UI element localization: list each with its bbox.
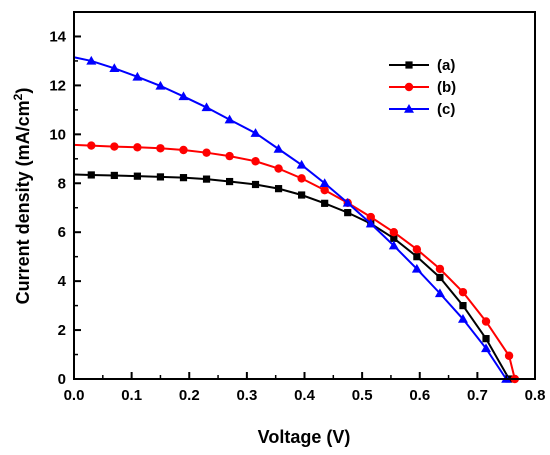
- legend-entry: (c): [389, 101, 455, 118]
- data-point-triangle: [411, 263, 422, 273]
- data-point-circle: [435, 264, 445, 274]
- legend-entry: (b): [389, 79, 456, 96]
- x-tick-label: 0.5: [352, 387, 373, 404]
- x-axis-title: Voltage (V): [258, 427, 351, 447]
- x-tick-label: 0.3: [236, 387, 257, 404]
- series-line: [73, 173, 510, 380]
- data-point-square: [274, 185, 283, 193]
- x-tick-label: 0.1: [121, 387, 142, 404]
- y-tick-label: 10: [49, 126, 66, 143]
- y-tick-label: 0: [58, 371, 66, 388]
- data-point-triangle: [86, 55, 97, 65]
- data-point-triangle: [457, 314, 468, 323]
- y-tick-label: 12: [49, 77, 66, 94]
- data-point-circle: [320, 185, 329, 195]
- x-tick-label: 0.2: [179, 387, 200, 404]
- data-point-square: [87, 171, 95, 179]
- legend-entry: (a): [389, 57, 455, 74]
- data-point-triangle: [342, 197, 353, 207]
- data-point-circle: [225, 151, 234, 161]
- data-point-circle: [87, 141, 96, 150]
- data-point-circle: [366, 212, 375, 222]
- data-point-square: [436, 273, 444, 282]
- data-point-square: [179, 174, 188, 182]
- data-point-triangle: [404, 104, 414, 113]
- data-point-circle: [481, 317, 491, 326]
- x-tick-label: 0.8: [525, 387, 546, 404]
- data-point-circle: [156, 144, 165, 153]
- data-point-triangle: [132, 71, 143, 81]
- data-point-circle: [251, 157, 260, 166]
- y-tick-label: 8: [58, 175, 66, 192]
- data-point-square: [298, 191, 306, 199]
- x-tick-label: 0.4: [294, 387, 316, 404]
- y-tick-label: 14: [49, 28, 66, 45]
- data-point-triangle: [109, 63, 120, 73]
- data-point-triangle: [201, 102, 212, 112]
- data-point-square: [156, 173, 165, 181]
- data-point-circle: [179, 145, 188, 155]
- x-tick-label: 0.7: [467, 387, 488, 404]
- series-circle: [73, 141, 520, 384]
- data-point-triangle: [224, 114, 235, 124]
- data-point-square: [390, 234, 398, 242]
- data-point-square: [321, 199, 329, 207]
- x-tick-label: 0.0: [64, 387, 85, 404]
- y-axis-title-main: Current density (mA/cm: [13, 100, 33, 304]
- data-point-square: [482, 335, 490, 343]
- data-point-square: [344, 209, 352, 217]
- plot-marks: [73, 55, 520, 384]
- data-point-circle: [504, 351, 514, 360]
- data-point-triangle: [319, 178, 330, 188]
- y-axis-title: Current density (mA/cm2): [11, 88, 33, 305]
- data-point-triangle: [481, 343, 492, 353]
- data-point-square: [405, 61, 413, 69]
- data-point-triangle: [273, 144, 284, 153]
- data-point-circle: [404, 82, 414, 92]
- series-triangle: [73, 55, 512, 383]
- data-point-circle: [274, 164, 283, 173]
- data-point-square: [225, 177, 234, 186]
- legend-label: (a): [437, 57, 455, 74]
- data-point-triangle: [178, 91, 189, 101]
- y-axis-title-superscript: 2: [11, 93, 25, 100]
- data-point-triangle: [296, 159, 307, 169]
- data-point-circle: [202, 148, 211, 157]
- y-axis-title-close: ): [13, 88, 33, 94]
- data-point-triangle: [155, 80, 166, 90]
- legend-label: (b): [437, 79, 456, 96]
- y-tick-label: 6: [58, 224, 66, 241]
- data-point-triangle: [365, 218, 376, 228]
- x-tick-label: 0.6: [409, 387, 430, 404]
- axis-ticks: 0.0 0.1 0.2 0.3 0.4 0.5 0.6 0.7 0.8 0 2 4 6 8 10 12 14: [49, 11, 546, 404]
- data-point-circle: [412, 245, 422, 254]
- series-line: [73, 56, 508, 380]
- data-point-triangle: [388, 240, 399, 250]
- y-tick-label: 4: [58, 273, 67, 290]
- data-point-square: [133, 172, 141, 180]
- legend: (a) (b) (c): [389, 57, 456, 118]
- data-point-square: [110, 171, 118, 180]
- data-point-circle: [133, 143, 142, 152]
- data-point-square: [251, 180, 260, 189]
- data-point-circle: [389, 228, 399, 237]
- data-point-square: [413, 253, 421, 261]
- legend-label: (c): [437, 101, 455, 118]
- data-point-circle: [297, 174, 306, 183]
- data-point-triangle: [434, 288, 445, 298]
- data-point-square: [459, 302, 467, 310]
- data-point-triangle: [250, 128, 261, 137]
- data-point-square: [202, 175, 211, 183]
- data-point-circle: [110, 142, 119, 151]
- data-point-circle: [458, 287, 468, 297]
- y-tick-label: 2: [58, 322, 66, 339]
